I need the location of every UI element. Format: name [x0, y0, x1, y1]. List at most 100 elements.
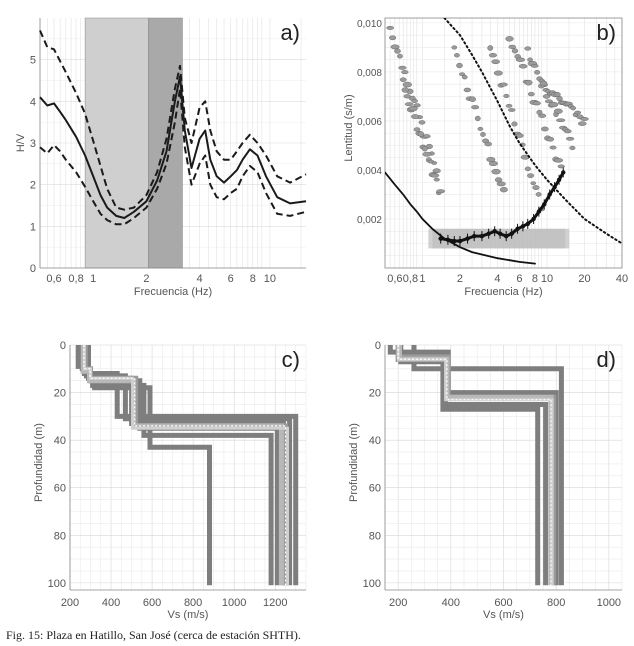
dispersion-point [561, 170, 566, 175]
x-tick-label: 2 [457, 273, 463, 285]
dispersion-curve [440, 171, 565, 243]
dispersion-point [509, 231, 514, 236]
energy-blob [454, 53, 460, 58]
energy-blob [389, 35, 397, 41]
energy-blob [541, 126, 549, 132]
dispersion-point [497, 231, 503, 236]
fk-energy [385, 18, 622, 265]
energy-blob [436, 189, 446, 194]
energy-blob [544, 99, 553, 104]
energy-blob [515, 133, 524, 138]
y-tick-label: 80 [369, 530, 381, 542]
energy-blob [474, 115, 481, 122]
energy-band [557, 228, 566, 249]
energy-blob [401, 70, 409, 75]
energy-blob [532, 185, 540, 190]
panel-label: b) [596, 20, 616, 45]
energy-blob [477, 126, 484, 131]
energy-blob [432, 168, 441, 174]
y-tick-label: 100 [363, 578, 381, 590]
vs-profile [395, 345, 556, 586]
energy-blob [532, 101, 541, 106]
energy-blob [487, 45, 494, 51]
y-tick-label: 20 [369, 388, 381, 400]
vs-profile [80, 345, 284, 586]
energy-blob [531, 64, 539, 68]
energy-band [512, 228, 521, 249]
x-tick-label: 0,8 [68, 273, 83, 285]
panel-b: 0,002 0,004 0,006 0,008 0,010 0,6 0,8 1 2 4 6 8 10 20… [343, 17, 628, 298]
dispersion-point [536, 209, 542, 214]
panel-c: 0 20 40 60 80 100 200 400 600 800 1000 1200 Vs (m/s)… [33, 340, 307, 621]
energy-blob [569, 145, 576, 151]
dispersion-point [492, 229, 497, 234]
x-tick-label: 1 [90, 273, 96, 285]
energy-band [549, 228, 558, 249]
energy-blob [459, 72, 466, 76]
energy-band [529, 228, 538, 249]
y-tick-label: 0 [60, 340, 66, 352]
x-axis-label: Frecuencia (Hz) [464, 286, 542, 298]
energy-blob [553, 158, 564, 163]
energy-blob [557, 164, 565, 169]
dispersion-point [520, 224, 526, 229]
energy-blob [530, 181, 537, 186]
x-tick-label: 200 [389, 597, 407, 609]
panel-d: 0 20 40 60 80 100 200 400 600 800 1000 Vs (m/s) Prof… [348, 340, 623, 621]
energy-blob [397, 53, 403, 59]
energy-blob [417, 131, 425, 137]
energy-blob [399, 77, 407, 82]
energy-band [508, 228, 517, 249]
energy-blob [534, 70, 541, 75]
energy-blob [402, 81, 412, 88]
vs-profile [396, 345, 554, 586]
y-tick-label: 0,004 [357, 166, 382, 177]
y-tick-label: 0 [375, 340, 381, 352]
energy-blob [469, 96, 476, 102]
x-tick-label: 8 [250, 273, 256, 285]
y-axis-label: Lentitud (s/m) [343, 94, 355, 161]
energy-blob [488, 53, 497, 58]
energy-band [537, 228, 546, 249]
y-tick-label: 2 [30, 180, 36, 192]
energy-blob [499, 82, 508, 87]
x-tick-label: 1 [419, 273, 425, 285]
energy-blob [494, 177, 503, 183]
energy-blob [422, 151, 432, 157]
energy-blob [493, 70, 503, 76]
energy-band [553, 228, 562, 249]
energy-band [456, 228, 465, 249]
figure-caption: Fig. 15: Plaza en Hatillo, San José (cer… [6, 628, 301, 642]
x-tick-label: 20 [578, 273, 590, 285]
energy-band [561, 228, 570, 249]
x-tick-label: 4 [494, 273, 500, 285]
energy-band [533, 228, 542, 249]
y-tick-label: 0,002 [357, 215, 382, 226]
x-tick-label: 0,6 [46, 273, 61, 285]
x-tick-label: 0,8 [403, 273, 418, 285]
dispersion-point [457, 238, 463, 244]
dispersion-point [525, 221, 530, 227]
x-tick-label: 2 [143, 273, 149, 285]
y-tick-label: 20 [54, 388, 66, 400]
x-tick-label: 8 [532, 273, 538, 285]
energy-blob [433, 177, 440, 182]
energy-blob [456, 62, 463, 69]
y-tick-label: 0,008 [357, 68, 382, 79]
energy-blob [404, 102, 414, 107]
y-tick-label: 5 [30, 55, 36, 67]
vs-profile [397, 345, 554, 586]
vs-profile [83, 345, 287, 586]
energy-blob [463, 87, 471, 93]
energy-blob [394, 48, 401, 54]
energy-blob [524, 46, 532, 51]
energy-blob [411, 114, 420, 119]
dispersion-point [479, 233, 485, 239]
energy-blob [538, 113, 547, 118]
y-tick-label: 0 [30, 263, 36, 275]
x-tick-label: 800 [184, 597, 202, 609]
x-axis-label: Frecuencia (Hz) [134, 286, 212, 298]
x-tick-label: 400 [442, 597, 460, 609]
energy-band [504, 228, 513, 249]
